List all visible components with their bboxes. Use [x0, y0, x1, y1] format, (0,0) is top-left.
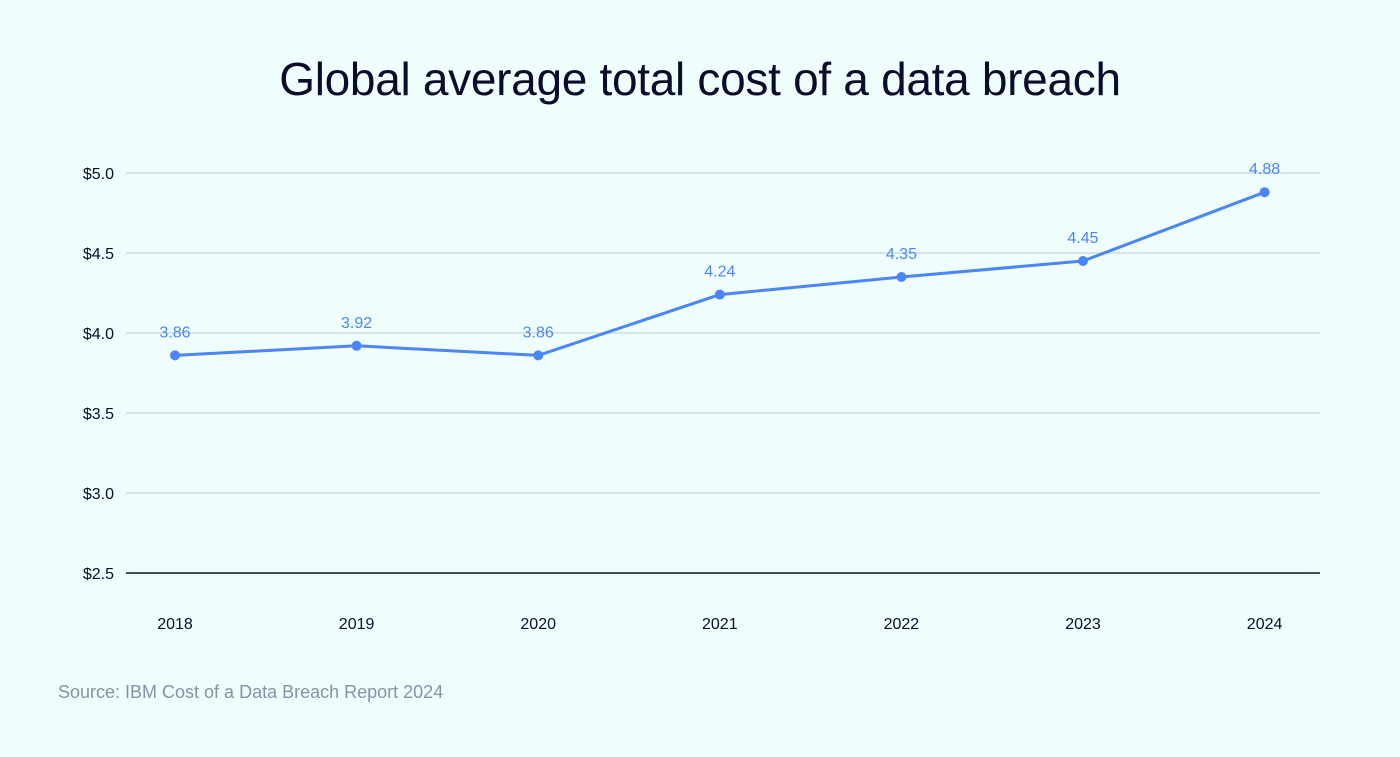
- y-tick-label: $3.0: [83, 486, 114, 503]
- y-tick-label: $2.5: [83, 566, 114, 583]
- y-tick-label: $4.5: [83, 246, 114, 263]
- y-tick-label: $3.5: [83, 406, 114, 423]
- x-tick-label: 2018: [157, 616, 193, 633]
- data-point: [170, 350, 180, 361]
- data-label: 3.86: [159, 324, 190, 341]
- source-note: Source: IBM Cost of a Data Breach Report…: [58, 682, 444, 702]
- data-label: 3.92: [341, 315, 372, 332]
- y-tick-label: $4.0: [83, 326, 114, 343]
- x-tick-label: 2024: [1247, 616, 1283, 633]
- data-point: [1078, 256, 1088, 266]
- data-point: [714, 289, 725, 300]
- y-tick-label: $5.0: [83, 166, 114, 183]
- data-point: [896, 272, 907, 282]
- data-label: 4.45: [1067, 230, 1098, 247]
- x-tick-label: 2022: [884, 616, 920, 633]
- data-point: [1259, 187, 1270, 198]
- x-tick-label: 2021: [702, 616, 738, 633]
- x-tick-label: 2020: [520, 616, 556, 633]
- data-label: 4.24: [704, 264, 735, 281]
- chart-title: Global average total cost of a data brea…: [279, 53, 1121, 105]
- data-label: 3.86: [523, 324, 554, 341]
- data-label: 4.88: [1249, 161, 1280, 178]
- data-point: [533, 350, 544, 361]
- data-label: 4.35: [886, 246, 917, 263]
- x-tick-label: 2023: [1065, 616, 1101, 633]
- x-tick-label: 2019: [339, 616, 375, 633]
- data-point: [351, 340, 362, 351]
